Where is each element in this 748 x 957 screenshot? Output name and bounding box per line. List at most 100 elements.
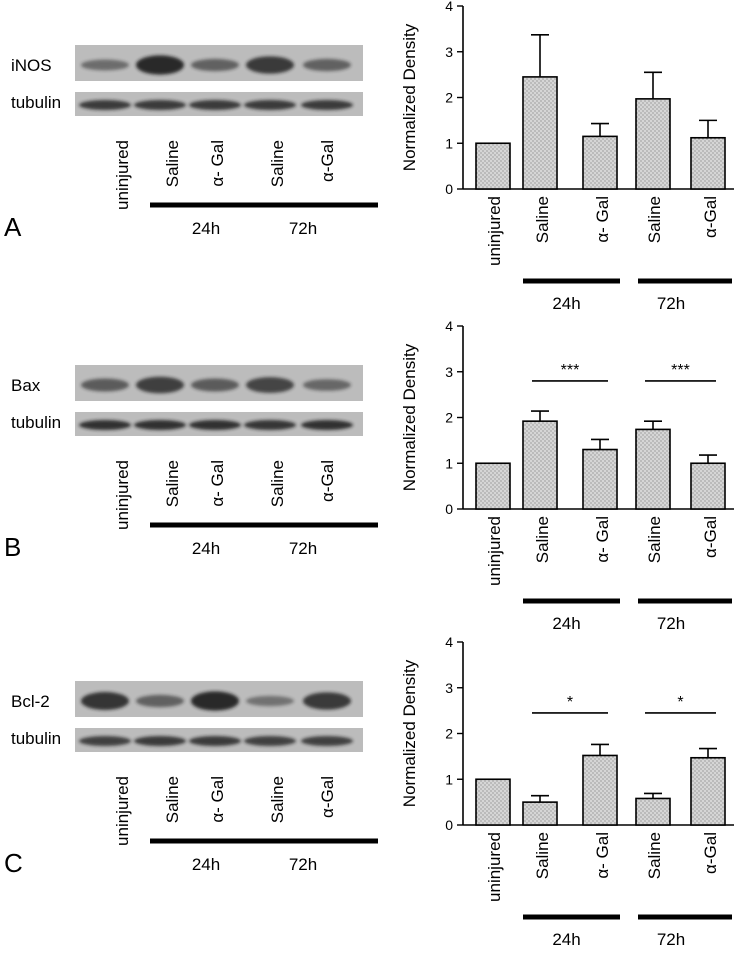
blot-lane-label: Saline	[163, 776, 182, 823]
chart-group-label: 72h	[657, 930, 685, 949]
panel-letter: C	[4, 848, 23, 878]
blot-lane-label: Saline	[268, 460, 287, 507]
tubulin-band	[189, 420, 241, 430]
tubulin-band	[79, 100, 131, 110]
bar	[475, 142, 511, 190]
x-tick-label: Saline	[645, 832, 664, 879]
tubulin-band	[244, 736, 296, 746]
panel-c: C Bcl-2 tubulin uninjured Saline α- Gal Saline…	[4, 634, 734, 949]
blot-group-label: 72h	[289, 539, 317, 558]
tubulin-band	[134, 100, 186, 110]
bar	[522, 420, 558, 510]
tubulin-band	[301, 736, 353, 746]
y-tick-label: 1	[445, 771, 453, 787]
x-tick-label: α-Gal	[701, 832, 720, 874]
blot-lane-label: uninjured	[113, 140, 132, 210]
protein-label: Bcl-2	[11, 692, 50, 711]
protein-label: iNOS	[11, 56, 52, 75]
chart-group-label: 72h	[657, 294, 685, 313]
bar	[635, 797, 671, 826]
x-tick-label: α- Gal	[593, 516, 612, 563]
x-tick-label: α-Gal	[701, 196, 720, 238]
y-tick-label: 0	[445, 501, 453, 517]
significance-stars: ***	[671, 362, 690, 379]
y-tick-label: 3	[445, 364, 453, 380]
blot-lane-label: α-Gal	[318, 460, 337, 502]
blot-group-label: 72h	[289, 855, 317, 874]
blot-group-label: 24h	[192, 539, 220, 558]
protein-band	[81, 692, 129, 710]
y-tick-label: 3	[445, 680, 453, 696]
x-tick-label: uninjured	[485, 516, 504, 586]
x-tick-label: Saline	[533, 196, 552, 243]
x-tick-label: Saline	[645, 516, 664, 563]
protein-band	[136, 694, 184, 708]
chart-group-label: 24h	[552, 294, 580, 313]
tubulin-band	[134, 420, 186, 430]
protein-band	[246, 377, 294, 393]
blot-lane-label: uninjured	[113, 460, 132, 530]
tubulin-band	[301, 100, 353, 110]
y-axis-label: Normalized Density	[400, 23, 419, 171]
loading-control-label: tubulin	[11, 93, 61, 112]
blot-group-label: 72h	[289, 219, 317, 238]
protein-band	[246, 56, 294, 74]
bar	[522, 76, 558, 190]
x-tick-label: Saline	[533, 832, 552, 879]
blot-lane-label: α- Gal	[208, 460, 227, 507]
x-tick-label: α- Gal	[593, 196, 612, 243]
y-axis-label: Normalized Density	[400, 659, 419, 807]
protein-band	[81, 59, 129, 71]
protein-band	[191, 378, 239, 392]
blot-lane-label: uninjured	[113, 776, 132, 846]
chart-group-label: 72h	[657, 614, 685, 633]
protein-band	[303, 379, 351, 391]
blot-lane-label: α-Gal	[318, 776, 337, 818]
protein-label: Bax	[11, 376, 41, 395]
blot-lane-label: α- Gal	[208, 140, 227, 187]
blot-group-label: 24h	[192, 219, 220, 238]
tubulin-band	[79, 420, 131, 430]
bar	[475, 778, 511, 826]
y-tick-label: 0	[445, 181, 453, 197]
tubulin-band	[244, 420, 296, 430]
bar	[635, 98, 671, 190]
x-tick-label: uninjured	[485, 196, 504, 266]
bar	[522, 801, 558, 826]
protein-band	[136, 376, 184, 394]
bar	[690, 756, 726, 826]
panel-b: B Bax tubulin uninjured Saline α- Gal Saline α-…	[4, 318, 734, 633]
protein-band	[191, 58, 239, 72]
loading-control-label: tubulin	[11, 413, 61, 432]
blot-lane-label: Saline	[163, 460, 182, 507]
bar	[635, 428, 671, 510]
loading-control-label: tubulin	[11, 729, 61, 748]
tubulin-band	[189, 736, 241, 746]
blot-lane-label: Saline	[268, 140, 287, 187]
y-tick-label: 4	[445, 318, 453, 334]
chart-group-label: 24h	[552, 930, 580, 949]
significance-stars: *	[677, 694, 683, 711]
x-tick-label: uninjured	[485, 832, 504, 902]
bar	[475, 462, 511, 510]
protein-band	[303, 58, 351, 72]
protein-band	[303, 692, 351, 710]
y-tick-label: 4	[445, 634, 453, 650]
blot-lane-label: α- Gal	[208, 776, 227, 823]
y-tick-label: 2	[445, 410, 453, 426]
protein-band	[191, 691, 239, 711]
x-tick-label: α-Gal	[701, 516, 720, 558]
tubulin-band	[134, 736, 186, 746]
x-tick-label: Saline	[533, 516, 552, 563]
bar	[690, 136, 726, 190]
x-tick-label: Saline	[645, 196, 664, 243]
significance-stars: *	[567, 694, 573, 711]
protein-band	[246, 695, 294, 707]
tubulin-band	[301, 420, 353, 430]
y-tick-label: 1	[445, 135, 453, 151]
y-tick-label: 1	[445, 455, 453, 471]
y-tick-label: 2	[445, 726, 453, 742]
bar	[582, 754, 618, 826]
